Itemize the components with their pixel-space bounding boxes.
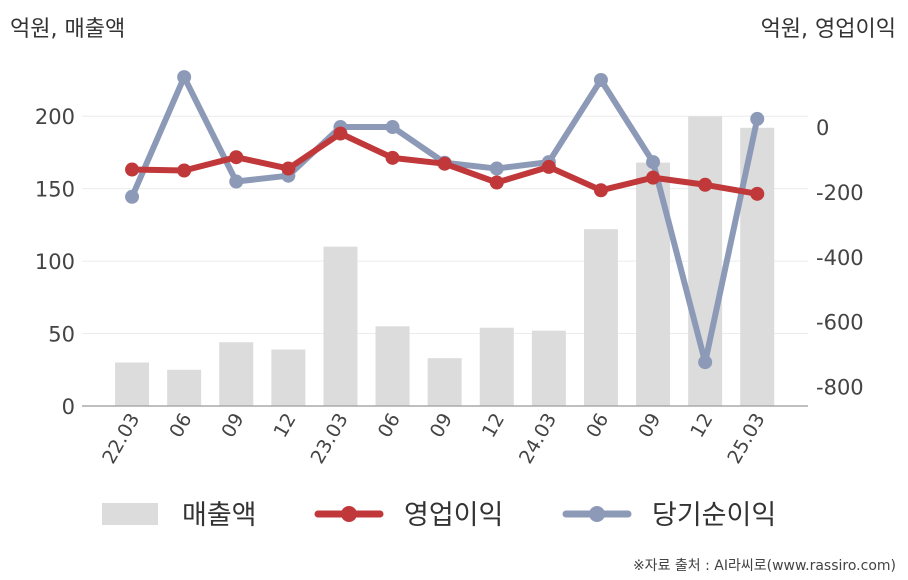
revenue-bar <box>479 327 514 406</box>
x-tick-label: 06 <box>582 410 613 442</box>
x-tick-label: 24.03 <box>515 410 561 468</box>
net-income-point <box>593 73 608 87</box>
legend-label-revenue: 매출액 <box>182 500 257 531</box>
left-tick-label: 0 <box>62 395 75 419</box>
right-axis-unit-label: 억원, 영업이익 <box>761 17 896 42</box>
x-tick-label: 22.03 <box>98 410 144 468</box>
operating-profit-point <box>541 159 556 174</box>
net-income-point <box>489 161 504 176</box>
operating-profit-point <box>229 150 244 165</box>
x-tick-label: 12 <box>686 410 717 442</box>
revenue-bar <box>531 330 566 406</box>
operating-profit-point <box>489 175 504 190</box>
revenue-bar <box>583 229 618 406</box>
x-tick-label: 23.03 <box>307 410 353 468</box>
net-income-point <box>177 70 192 85</box>
legend-label-operating-profit: 영업이익 <box>404 500 503 531</box>
revenue-bar <box>427 358 462 406</box>
operating-profit-point <box>698 177 713 192</box>
x-tick-label: 12 <box>270 410 301 442</box>
legend: 매출액 영업이익 당기순이익 <box>102 500 776 531</box>
x-tick-label: 09 <box>217 410 248 442</box>
x-tick-label: 09 <box>634 410 665 442</box>
right-tick-label: 0 <box>816 116 829 140</box>
operating-profit-point <box>437 156 452 171</box>
operating-profit-point <box>333 126 348 141</box>
right-tick-label: -200 <box>816 181 864 205</box>
right-tick-label: -600 <box>816 311 864 335</box>
left-tick-label: 50 <box>48 323 75 347</box>
x-tick-label: 06 <box>374 410 405 442</box>
left-axis-ticks: 0 50 100 150 200 <box>35 105 75 419</box>
left-tick-label: 100 <box>35 250 75 274</box>
right-tick-label: -400 <box>816 246 864 270</box>
revenue-bar <box>115 362 150 406</box>
x-axis-ticks: 22.03 06 09 12 23.03 06 09 12 24.03 06 09 12 25.03 <box>98 410 769 468</box>
legend-marker-net-income <box>589 506 605 522</box>
legend-marker-operating-profit <box>341 506 357 522</box>
x-tick-label: 25.03 <box>723 410 769 468</box>
revenue-bar <box>219 342 254 406</box>
operating-profit-point <box>177 163 192 178</box>
net-income-point <box>750 111 765 126</box>
left-axis-unit-label: 억원, 매출액 <box>10 17 125 42</box>
revenue-bar <box>271 349 306 406</box>
right-axis-ticks: 0 -200 -400 -600 -800 <box>816 116 864 400</box>
x-tick-label: 09 <box>426 410 457 442</box>
legend-label-net-income: 당기순이익 <box>652 500 776 531</box>
net-income-point <box>698 355 713 370</box>
operating-profit-point <box>281 161 296 176</box>
right-tick-label: -800 <box>816 376 864 400</box>
net-income-point <box>385 120 400 135</box>
operating-profit-point <box>385 150 400 165</box>
revenue-bar <box>375 326 410 406</box>
left-tick-label: 200 <box>35 105 75 129</box>
x-tick-label: 12 <box>478 410 509 442</box>
operating-profit-point <box>750 186 765 201</box>
source-note: ※자료 출처 : AI라씨로(www.rassiro.com) <box>633 558 896 574</box>
x-tick-label: 06 <box>165 410 196 442</box>
line-series <box>125 70 765 370</box>
legend-swatch-revenue <box>102 503 158 525</box>
revenue-bar <box>167 369 202 406</box>
operating-profit-point <box>125 162 140 177</box>
net-income-point <box>646 155 661 170</box>
left-tick-label: 150 <box>35 178 75 202</box>
revenue-bar <box>323 246 358 406</box>
net-income-point <box>125 189 140 204</box>
operating-profit-point <box>646 170 661 185</box>
operating-profit-point <box>593 183 608 198</box>
net-income-point <box>229 174 244 189</box>
